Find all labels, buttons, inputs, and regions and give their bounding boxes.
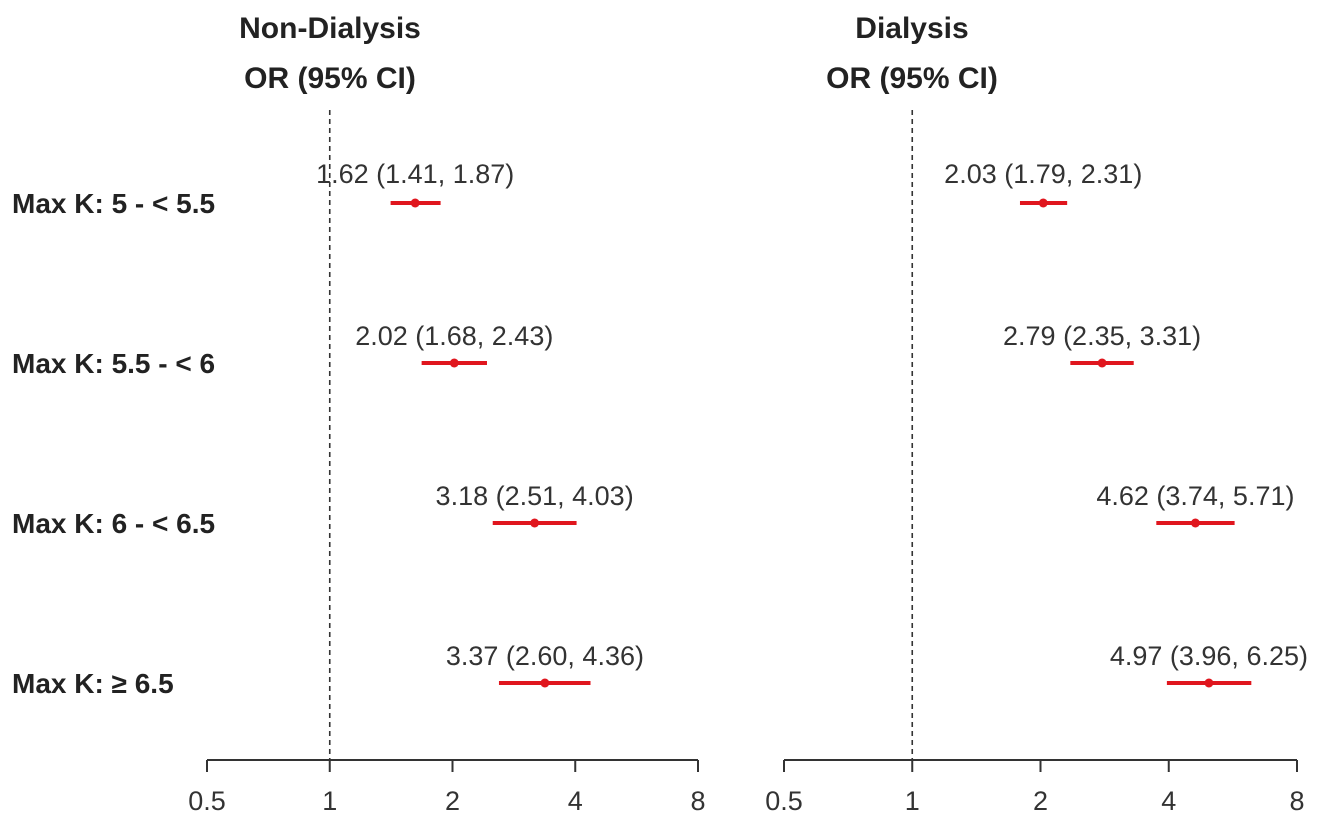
nondialysis-x-tick-label-3: 2 (445, 786, 460, 816)
nondialysis-point-2 (449, 358, 459, 368)
row-label-4: Max K: ≥ 6.5 (12, 668, 174, 699)
dialysis-estimate-label-4: 4.97 (3.96, 6.25) (1110, 641, 1308, 671)
nondialysis-x-tick-label-1: 0.5 (188, 786, 226, 816)
nondialysis-subtitle: OR (95% CI) (244, 62, 416, 95)
dialysis-subtitle: OR (95% CI) (826, 62, 998, 95)
dialysis-x-tick-label-4: 4 (1161, 786, 1176, 816)
dialysis-point-4 (1204, 678, 1214, 688)
dialysis-estimate-label-2: 2.79 (2.35, 3.31) (1003, 321, 1201, 351)
dialysis-x-tick-label-5: 8 (1289, 786, 1304, 816)
dialysis-estimate-label-1: 2.03 (1.79, 2.31) (944, 159, 1142, 189)
dialysis-estimate-label-3: 4.62 (3.74, 5.71) (1096, 481, 1294, 511)
dialysis-point-1 (1038, 198, 1048, 208)
dialysis-x-tick-label-3: 2 (1033, 786, 1048, 816)
nondialysis-estimate-label-1: 1.62 (1.41, 1.87) (316, 159, 514, 189)
nondialysis-point-3 (530, 518, 540, 528)
nondialysis-point-4 (540, 678, 550, 688)
dialysis-title: Dialysis (855, 12, 968, 45)
nondialysis-x-tick-label-4: 4 (568, 786, 583, 816)
nondialysis-point-1 (410, 198, 420, 208)
dialysis-x-tick-label-2: 1 (905, 786, 920, 816)
row-label-2: Max K: 5.5 - < 6 (12, 348, 215, 379)
nondialysis-x-tick-label-5: 8 (690, 786, 705, 816)
dialysis-point-3 (1190, 518, 1200, 528)
dialysis-x-tick-label-1: 0.5 (765, 786, 803, 816)
nondialysis-x-tick-label-2: 1 (322, 786, 337, 816)
nondialysis-estimate-label-2: 2.02 (1.68, 2.43) (355, 321, 553, 351)
nondialysis-title: Non-Dialysis (239, 12, 421, 45)
row-label-3: Max K: 6 - < 6.5 (12, 508, 215, 539)
row-label-1: Max K: 5 - < 5.5 (12, 188, 215, 219)
dialysis-point-2 (1097, 358, 1107, 368)
nondialysis-estimate-label-4: 3.37 (2.60, 4.36) (446, 641, 644, 671)
nondialysis-estimate-label-3: 3.18 (2.51, 4.03) (436, 481, 634, 511)
